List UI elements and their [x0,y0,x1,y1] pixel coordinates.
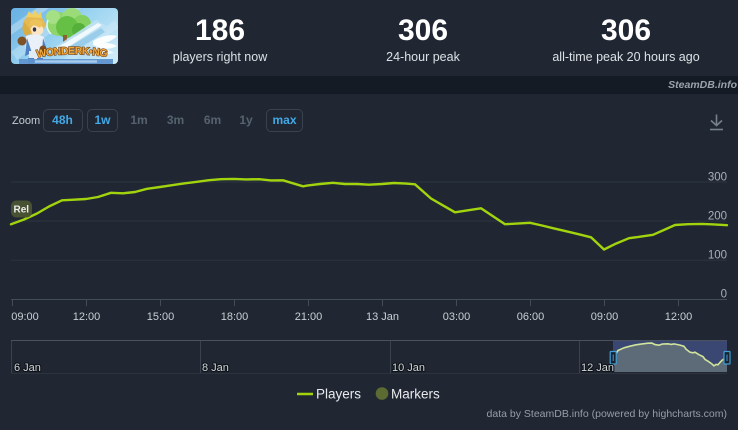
svg-text:06:00: 06:00 [517,311,545,323]
svg-text:13 Jan: 13 Jan [366,311,399,323]
svg-text:15:00: 15:00 [147,311,175,323]
svg-text:300: 300 [708,172,727,184]
svg-text:Rel: Rel [14,204,30,215]
svg-text:12:00: 12:00 [73,311,101,323]
svg-text:12:00: 12:00 [665,311,693,323]
svg-text:data by SteamDB.info (powered: data by SteamDB.info (powered by highcha… [487,408,727,420]
svg-text:18:00: 18:00 [221,311,249,323]
svg-text:Markers: Markers [391,387,440,402]
svg-text:100: 100 [708,250,727,262]
svg-text:09:00: 09:00 [591,311,619,323]
svg-text:10 Jan: 10 Jan [392,362,425,374]
svg-text:Players: Players [316,387,361,402]
svg-text:09:00: 09:00 [11,311,39,323]
svg-text:0: 0 [721,289,727,301]
svg-text:6 Jan: 6 Jan [14,362,41,374]
svg-text:03:00: 03:00 [443,311,471,323]
svg-text:12 Jan: 12 Jan [581,362,614,374]
svg-text:200: 200 [708,211,727,223]
svg-text:21:00: 21:00 [295,311,323,323]
svg-text:WONDERK•NG: WONDERK•NG [36,45,109,60]
svg-text:8 Jan: 8 Jan [202,362,229,374]
